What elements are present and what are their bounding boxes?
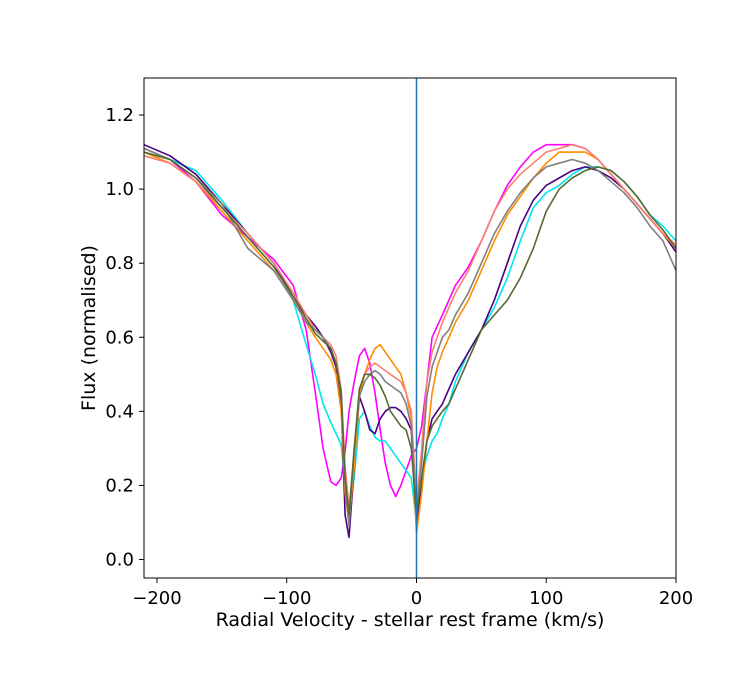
x-axis-label: Radial Velocity - stellar rest frame (km… <box>216 609 605 631</box>
spectrum-line-7 <box>143 151 677 516</box>
spectrum-line-3 <box>143 143 677 539</box>
y-tick-label: 0.8 <box>105 253 134 274</box>
spectrum-line-6 <box>143 147 677 527</box>
y-tick-label: 0.0 <box>105 549 134 570</box>
y-axis-ticks: 0.0 0.2 0.4 0.6 0.8 1.0 1.2 <box>105 105 144 570</box>
y-tick-label: 0.2 <box>105 475 134 496</box>
y-tick-label: 1.2 <box>105 105 134 126</box>
series-layer <box>143 143 677 539</box>
spectrum-line-1 <box>143 143 677 498</box>
plot-frame <box>143 77 677 579</box>
y-tick-label: 0.6 <box>105 327 134 348</box>
x-tick-label: −200 <box>132 588 181 609</box>
spectrum-line-2 <box>143 151 677 524</box>
x-tick-label: 200 <box>659 588 693 609</box>
y-tick-label: 0.4 <box>105 401 134 422</box>
x-tick-label: −100 <box>262 588 311 609</box>
spectrum-line-5 <box>143 143 677 509</box>
x-tick-label: 0 <box>411 588 422 609</box>
x-tick-label: 100 <box>529 588 563 609</box>
y-tick-label: 1.0 <box>105 179 134 200</box>
x-axis-ticks: −200 −100 0 100 200 <box>132 578 693 609</box>
spectrum-line-4 <box>143 151 677 535</box>
y-axis-label: Flux (normalised) <box>78 245 100 411</box>
